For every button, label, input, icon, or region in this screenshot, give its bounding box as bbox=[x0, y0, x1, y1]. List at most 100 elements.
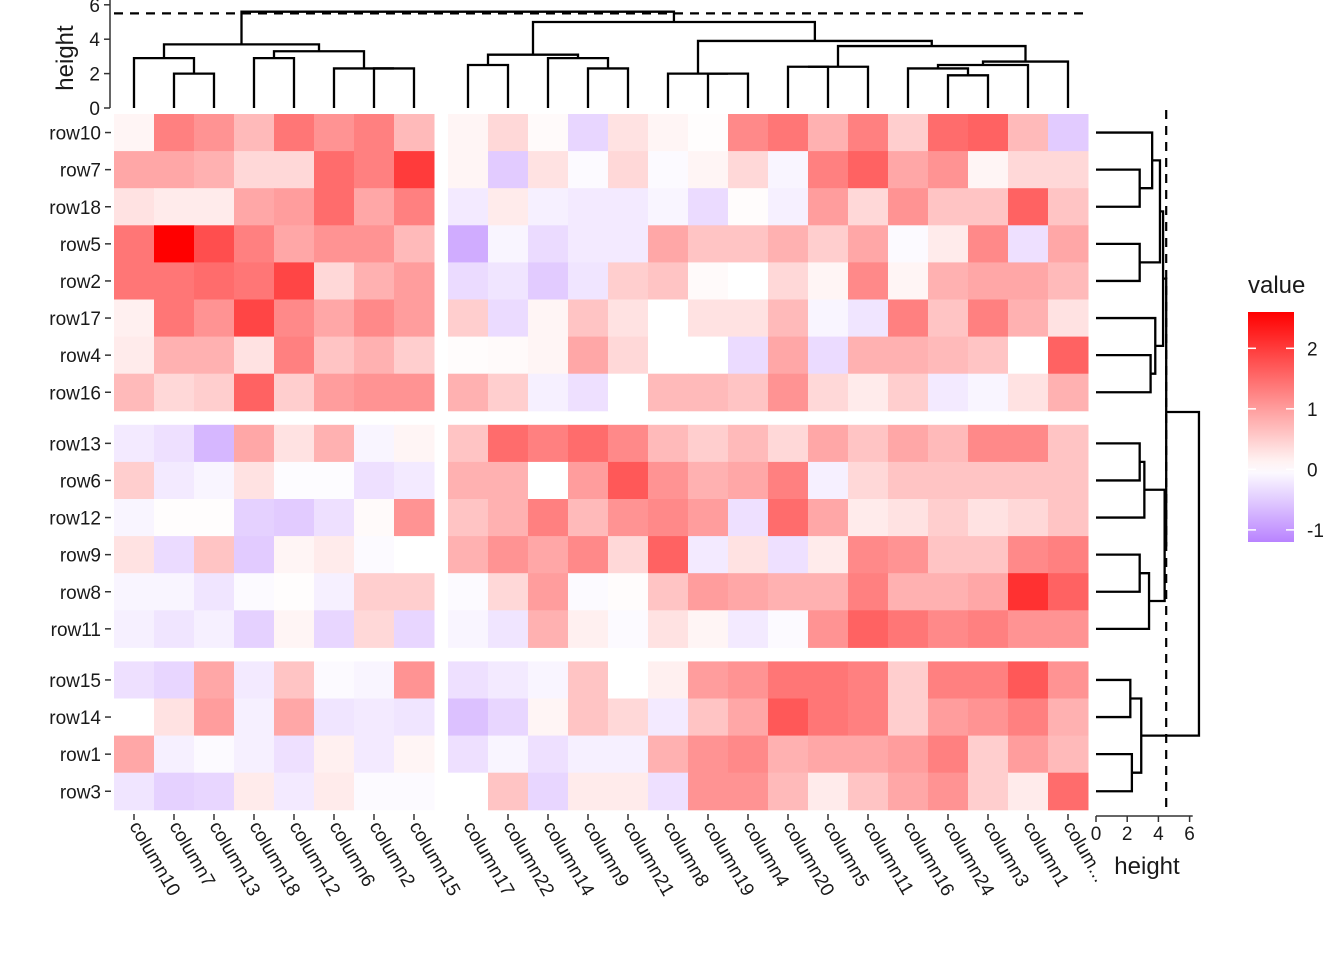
cell-row18-column16 bbox=[888, 188, 929, 226]
column-dendrogram-branch bbox=[531, 20, 817, 55]
cell-row5-column18 bbox=[234, 225, 275, 263]
cell-row3-column4 bbox=[728, 772, 769, 811]
cell-row3-column12 bbox=[274, 772, 315, 811]
cell-row16-column13 bbox=[194, 373, 235, 412]
cell-row2-column15 bbox=[394, 262, 435, 300]
cell-row16-column5 bbox=[808, 373, 849, 412]
cell-row1-column15 bbox=[394, 735, 435, 774]
cell-row9-column10 bbox=[114, 536, 155, 574]
cell-row15-column6 bbox=[314, 661, 355, 699]
cell-row16-column18 bbox=[234, 373, 275, 412]
cell-row16-column12 bbox=[274, 373, 315, 412]
cell-row17-column5 bbox=[808, 299, 849, 338]
cell-row18-column18 bbox=[234, 188, 275, 226]
row-dendrogram-branch bbox=[1144, 488, 1166, 603]
cell-row7-column10 bbox=[114, 151, 155, 189]
cell-row2-column14 bbox=[528, 262, 569, 300]
cell-row18-column22 bbox=[488, 188, 529, 226]
cell-row8-column23 bbox=[1048, 573, 1089, 611]
cell-row16-column8 bbox=[648, 373, 689, 412]
cell-row5-column4 bbox=[728, 225, 769, 263]
cell-row11-column23 bbox=[1048, 610, 1089, 648]
cell-row11-column5 bbox=[808, 610, 849, 648]
cell-row18-column12 bbox=[274, 188, 315, 226]
color-legend: value 2 1 0 -1 bbox=[1248, 272, 1324, 542]
cell-row8-column16 bbox=[888, 573, 929, 611]
cell-row6-column13 bbox=[194, 461, 235, 500]
legend-tick-label: 2 bbox=[1307, 339, 1318, 360]
cell-row11-column11 bbox=[848, 610, 889, 648]
cell-row12-column14 bbox=[528, 499, 569, 537]
row-labels: row10 row7 row18 row5 row2 row17 row4 row16 row1… bbox=[49, 124, 111, 803]
cell-row14-column13 bbox=[194, 698, 235, 737]
cell-row13-column17 bbox=[448, 424, 489, 463]
cell-row11-column19 bbox=[688, 610, 729, 648]
cell-row15-column24 bbox=[928, 661, 969, 699]
column-dendrogram-branch bbox=[252, 56, 296, 108]
cell-row1-column16 bbox=[888, 735, 929, 774]
cell-row5-column6 bbox=[314, 225, 355, 263]
cell-row15-column12 bbox=[274, 661, 315, 699]
cell-row1-column5 bbox=[808, 735, 849, 774]
cell-row13-column4 bbox=[728, 424, 769, 463]
cell-row4-column22 bbox=[488, 336, 529, 375]
row-dendrogram-branch bbox=[1139, 159, 1162, 264]
cell-row2-column16 bbox=[888, 262, 929, 300]
cell-row7-column18 bbox=[234, 151, 275, 189]
row-dendrogram-branch bbox=[1096, 131, 1154, 190]
cell-row7-column17 bbox=[448, 151, 489, 189]
column-dendrogram-branch bbox=[936, 63, 1030, 108]
row-label-row17: row17 bbox=[49, 309, 101, 330]
cell-row4-column10 bbox=[114, 336, 155, 375]
row-dendrogram-branch bbox=[1096, 442, 1141, 482]
row-dendrogram-branch bbox=[1096, 168, 1141, 208]
cell-row13-column19 bbox=[688, 424, 729, 463]
cell-row13-column15 bbox=[394, 424, 435, 463]
cell-row4-column21 bbox=[608, 336, 649, 375]
cell-row7-column15 bbox=[394, 151, 435, 189]
cell-row14-column23 bbox=[1048, 698, 1089, 737]
cell-row17-column21 bbox=[608, 299, 649, 338]
cell-row12-column17 bbox=[448, 499, 489, 537]
cell-row3-column15 bbox=[394, 772, 435, 811]
cell-row18-column14 bbox=[528, 188, 569, 226]
cell-row1-column1 bbox=[1008, 735, 1049, 774]
cell-row13-column3 bbox=[968, 424, 1009, 463]
cell-row12-column20 bbox=[768, 499, 809, 537]
cell-row18-column24 bbox=[928, 188, 969, 226]
cell-row12-column16 bbox=[888, 499, 929, 537]
cell-row16-column11 bbox=[848, 373, 889, 412]
column-dendrogram-branch bbox=[546, 56, 610, 108]
cell-row6-column23 bbox=[1048, 461, 1089, 500]
cell-row11-column14 bbox=[528, 610, 569, 648]
cell-row3-column2 bbox=[354, 772, 395, 811]
cell-row12-column15 bbox=[394, 499, 435, 537]
column-label-column15: column15 bbox=[405, 818, 464, 900]
cell-row9-column12 bbox=[274, 536, 315, 574]
column-dendrogram-tick-label: 2 bbox=[89, 65, 100, 86]
row-label-row14: row14 bbox=[49, 708, 101, 729]
cell-row2-column20 bbox=[768, 262, 809, 300]
cell-row4-column11 bbox=[848, 336, 889, 375]
cell-row9-column20 bbox=[768, 536, 809, 574]
cell-row2-column9 bbox=[568, 262, 609, 300]
cell-row7-column19 bbox=[688, 151, 729, 189]
cell-row4-column17 bbox=[448, 336, 489, 375]
cell-row12-column11 bbox=[848, 499, 889, 537]
cell-row15-column1 bbox=[1008, 661, 1049, 699]
cell-row2-column10 bbox=[114, 262, 155, 300]
cell-row8-column18 bbox=[234, 573, 275, 611]
cell-row6-column6 bbox=[314, 461, 355, 500]
cell-row18-column9 bbox=[568, 188, 609, 226]
cell-row9-column15 bbox=[394, 536, 435, 574]
legend-tick-label: -1 bbox=[1307, 521, 1324, 542]
column-dendrogram-tick-label: 6 bbox=[89, 0, 100, 17]
cell-row4-column16 bbox=[888, 336, 929, 375]
cell-row9-column6 bbox=[314, 536, 355, 574]
row-label-row13: row13 bbox=[49, 434, 101, 455]
cell-row14-column12 bbox=[274, 698, 315, 737]
cell-row4-column1 bbox=[1008, 336, 1049, 375]
column-dendrogram-branch bbox=[272, 50, 366, 69]
cell-row10-column10 bbox=[114, 114, 155, 152]
cell-row4-column13 bbox=[194, 336, 235, 375]
